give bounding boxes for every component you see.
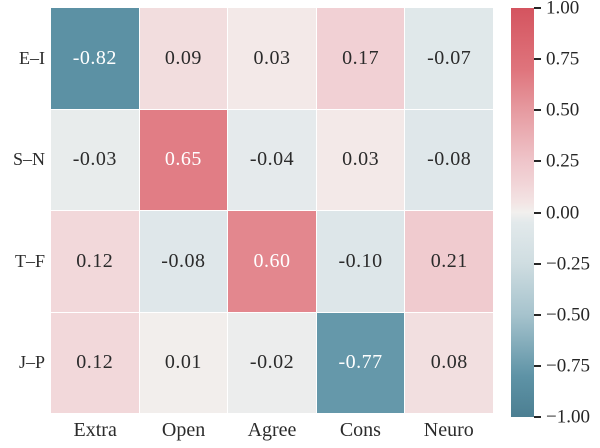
- colorbar-tick-label: 0.00: [546, 202, 580, 223]
- colorbar-gradient: [511, 8, 534, 417]
- x-axis-label: Open: [161, 419, 206, 441]
- heatmap-cell: -0.03: [51, 109, 139, 210]
- x-axis-labels: Extra Open Agree Cons Neuro: [51, 415, 493, 446]
- heatmap-cell: 0.09: [139, 8, 228, 109]
- colorbar-tick: [534, 262, 541, 265]
- y-axis-label: E–I: [19, 48, 45, 69]
- colorbar-tick-label: 0.75: [546, 48, 580, 70]
- x-axis-label: Neuro: [423, 419, 474, 441]
- heatmap-cell: 0.12: [51, 312, 139, 413]
- heatmap-cell: -0.82: [51, 8, 139, 109]
- colorbar-tick: [534, 7, 541, 9]
- heatmap-cell: 0.03: [316, 109, 405, 210]
- heatmap-cell: 0.12: [51, 211, 139, 312]
- heatmap-cell: -0.08: [405, 109, 493, 210]
- colorbar: 1.00 0.75 0.50 0.25 0.00 −0.25 −0.50 −0.75 −1.00: [511, 0, 600, 427]
- heatmap-cell: 0.65: [139, 109, 228, 210]
- x-axis-label: Extra: [73, 419, 117, 441]
- colorbar-tick: [534, 364, 541, 367]
- heatmap-cell: -0.02: [228, 312, 316, 413]
- colorbar-tick-label: −1.00: [546, 406, 590, 428]
- y-axis-label: S–N: [12, 149, 45, 170]
- heatmap-cell: 0.17: [316, 8, 405, 109]
- colorbar-tick: [534, 211, 541, 214]
- colorbar-tick: [534, 313, 541, 316]
- heatmap-cell: 0.08: [405, 312, 493, 413]
- heatmap-cell: 0.60: [228, 211, 316, 312]
- heatmap-cell: -0.04: [228, 109, 316, 210]
- colorbar-tick-label: −0.50: [546, 304, 590, 326]
- colorbar-tick: [534, 416, 541, 418]
- y-axis-labels: E–I S–N T–F J–P: [0, 8, 45, 413]
- heatmap-cell: 0.03: [228, 8, 316, 109]
- heatmap-cell: -0.07: [405, 8, 493, 109]
- colorbar-tick-label: −0.25: [546, 253, 590, 275]
- colorbar-tick-label: 0.25: [546, 150, 580, 172]
- colorbar-tick: [534, 58, 541, 61]
- colorbar-tick: [534, 109, 541, 112]
- x-axis-label: Cons: [339, 419, 381, 441]
- x-axis-label: Agree: [247, 419, 297, 441]
- heatmap-grid: -0.82 0.09 0.03 0.17 -0.07 -0.03 0.65 -0.04 0.03…: [51, 8, 493, 413]
- heatmap-cell: -0.10: [316, 211, 405, 312]
- colorbar-tick-label: 0.50: [546, 99, 580, 121]
- heatmap-cell: 0.01: [139, 312, 228, 413]
- heatmap-cell: 0.21: [405, 211, 493, 312]
- heatmap-cell: -0.77: [316, 312, 405, 413]
- colorbar-tick-label: 1.00: [546, 0, 580, 19]
- y-axis-label: J–P: [18, 351, 45, 372]
- heatmap-cell: -0.08: [139, 211, 228, 312]
- colorbar-tick-label: −0.75: [546, 355, 590, 377]
- y-axis-label: T–F: [14, 250, 45, 271]
- colorbar-tick: [534, 160, 541, 163]
